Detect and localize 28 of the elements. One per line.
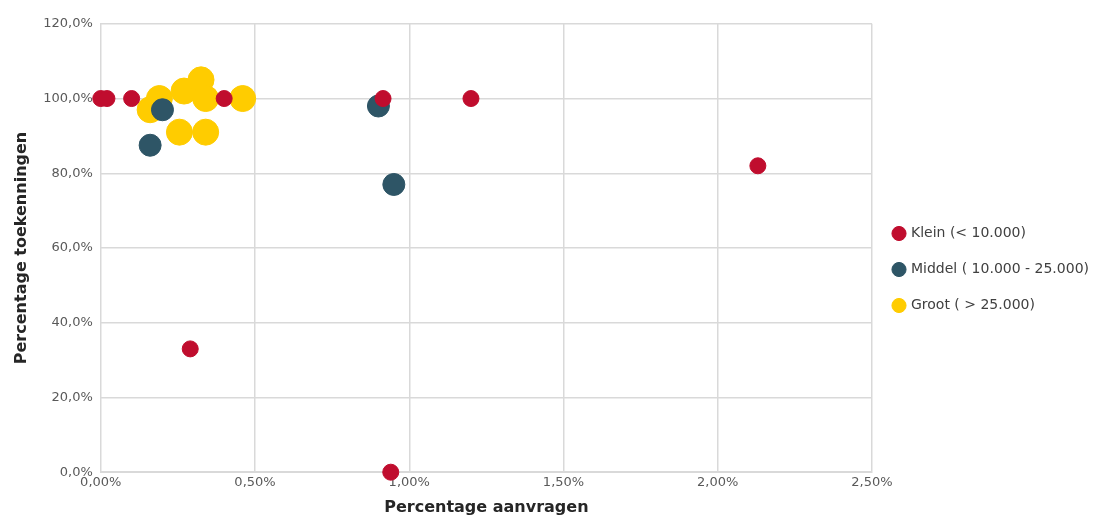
legend-label: Klein (< 10.000) <box>911 224 1027 241</box>
point <box>123 90 141 108</box>
legend-label: Groot ( > 25.000) <box>911 296 1035 313</box>
x-axis-title: Percentage aanvragen <box>384 496 589 516</box>
x-tick-label: 2,00% <box>697 474 739 490</box>
x-tick-label: 1,50% <box>542 474 585 490</box>
x-tick-label: 2,50% <box>851 474 893 490</box>
point <box>192 85 220 113</box>
y-tick-label: 120,0% <box>43 15 93 31</box>
point <box>165 118 193 146</box>
legend-label: Middel ( 10.000 - 25.000) <box>911 260 1090 277</box>
y-tick-label: 80,0% <box>51 164 93 180</box>
point <box>229 85 257 113</box>
y-tick-label: 100,0% <box>43 89 93 105</box>
point <box>138 133 162 157</box>
point <box>462 90 480 108</box>
point <box>382 172 406 196</box>
y-axis-title: Percentage toekenningen <box>10 131 30 365</box>
point <box>749 157 767 175</box>
y-tick-label: 60,0% <box>51 239 93 255</box>
point <box>192 118 220 146</box>
point <box>181 340 199 358</box>
point <box>215 90 233 108</box>
x-tick-label: 0,50% <box>234 474 276 490</box>
x-tick-label: 1,00% <box>388 474 430 490</box>
y-tick-label: 40,0% <box>51 314 93 330</box>
y-tick-label: 20,0% <box>51 388 93 404</box>
point <box>150 98 174 122</box>
